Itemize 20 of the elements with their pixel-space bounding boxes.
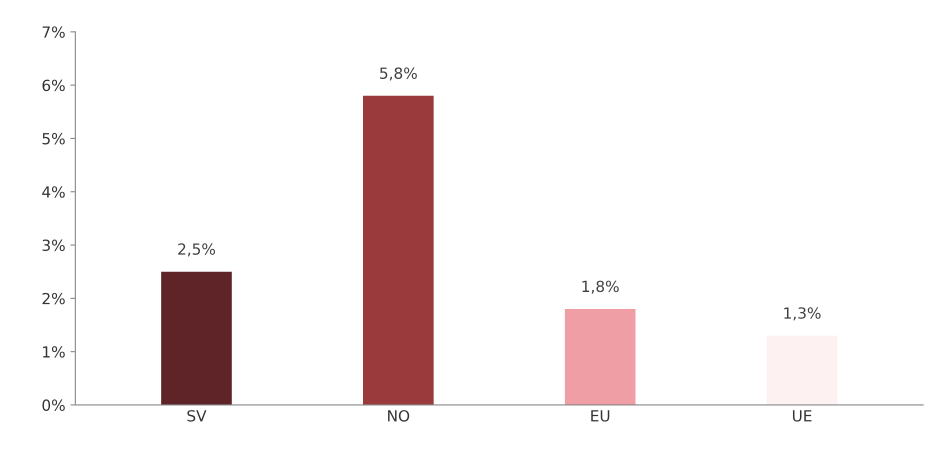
data-label: 2,5% [178,243,216,256]
x-tick-label: NO [388,410,410,422]
bar [161,272,232,405]
bar [363,96,434,405]
bar [766,336,838,405]
x-tick-label: EU [591,410,610,422]
data-label: 1,8% [582,280,619,294]
y-tick-label: 3% [42,240,65,252]
data-label: 1,3% [784,307,821,320]
y-tick-label: 6% [42,80,65,92]
y-tick-label: 4% [42,186,65,198]
y-tick-label: 5% [42,132,65,144]
x-tick-label: SV [187,410,206,422]
bar [564,309,636,405]
data-label: 5,8% [380,67,417,81]
y-tick-label: 7% [42,26,65,38]
y-tick-label: 1% [43,346,65,358]
y-tick-label: 0% [42,399,65,411]
x-tick-label: UE [792,410,812,422]
y-tick-label: 2% [42,292,65,304]
